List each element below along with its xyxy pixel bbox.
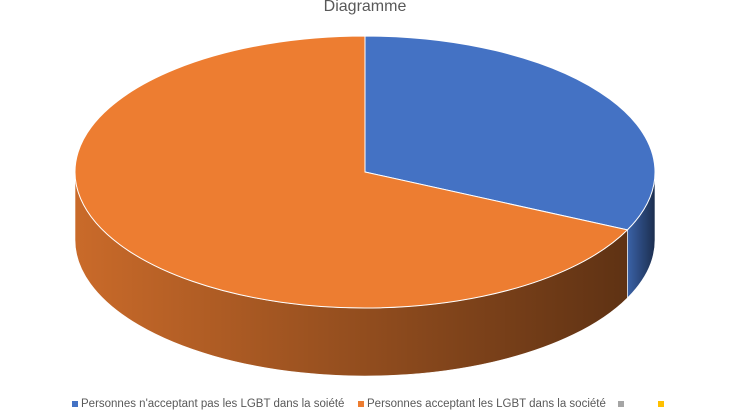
legend-label: Personnes acceptant les LGBT dans la soc… bbox=[367, 398, 606, 410]
chart-title: Diagramme bbox=[324, 0, 407, 15]
legend-label: Personnes n'acceptant pas les LGBT dans … bbox=[81, 398, 344, 410]
legend-marker bbox=[658, 401, 664, 407]
slice bbox=[74, 35, 629, 309]
legend-marker bbox=[618, 401, 624, 407]
legend-marker bbox=[358, 401, 364, 407]
legend-marker bbox=[72, 401, 78, 407]
slice bbox=[364, 35, 656, 231]
